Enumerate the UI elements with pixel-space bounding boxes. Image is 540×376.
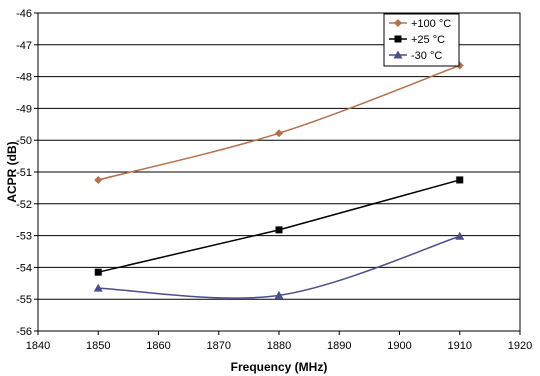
data-point <box>275 226 283 234</box>
series-line <box>98 179 460 273</box>
series-1 <box>94 61 464 184</box>
legend-label: +25 °C <box>411 34 445 46</box>
y-tick-label: -52 <box>16 199 32 211</box>
legend-item: -30 °C <box>389 50 442 62</box>
axis-ticks: -46 -47 -48 -49 -50 -51 -52 -53 -54 -55 -56 1840 185… <box>16 8 532 352</box>
series-group <box>93 61 465 299</box>
data-point <box>455 231 465 240</box>
x-tick-label: 1890 <box>327 340 351 352</box>
y-tick-label: -50 <box>16 135 32 147</box>
y-axis-title: ACPR (dB) <box>5 141 19 202</box>
y-tick-label: -56 <box>16 326 32 338</box>
y-tick-label: -55 <box>16 294 32 306</box>
legend-item: +100 °C <box>389 18 451 30</box>
legend-item: +25 °C <box>389 34 445 46</box>
x-tick-label: 1840 <box>26 340 50 352</box>
data-point <box>275 129 283 138</box>
y-tick-label: -51 <box>16 167 32 179</box>
legend-label: +100 °C <box>411 18 451 30</box>
x-tick-label: 1870 <box>207 340 231 352</box>
x-tick-label: 1920 <box>508 340 532 352</box>
series-line <box>98 64 461 181</box>
legend-marker <box>394 19 402 27</box>
y-tick-label: -47 <box>16 40 32 52</box>
data-point <box>93 283 103 292</box>
y-tick-label: -54 <box>16 262 32 274</box>
data-point <box>94 268 102 276</box>
legend-label: -30 °C <box>411 50 442 62</box>
legend-marker <box>393 50 403 59</box>
x-tick-label: 1910 <box>448 340 472 352</box>
data-point <box>274 290 284 299</box>
series-3 <box>93 231 465 299</box>
x-tick-label: 1880 <box>267 340 291 352</box>
x-tick-label: 1860 <box>146 340 170 352</box>
legend-marker <box>394 35 402 43</box>
series-2 <box>94 176 464 276</box>
data-point <box>456 176 464 184</box>
legend: +100 °C +25 °C -30 °C <box>383 13 460 67</box>
x-tick-label: 1850 <box>86 340 110 352</box>
y-tick-label: -49 <box>16 103 32 115</box>
y-tick-label: -53 <box>16 231 32 243</box>
x-axis-title: Frequency (MHz) <box>231 360 328 374</box>
x-tick-label: 1900 <box>387 340 411 352</box>
data-point <box>94 175 103 184</box>
y-tick-label: -46 <box>16 8 32 20</box>
y-tick-label: -48 <box>16 72 32 84</box>
grid-lines <box>38 44 520 300</box>
